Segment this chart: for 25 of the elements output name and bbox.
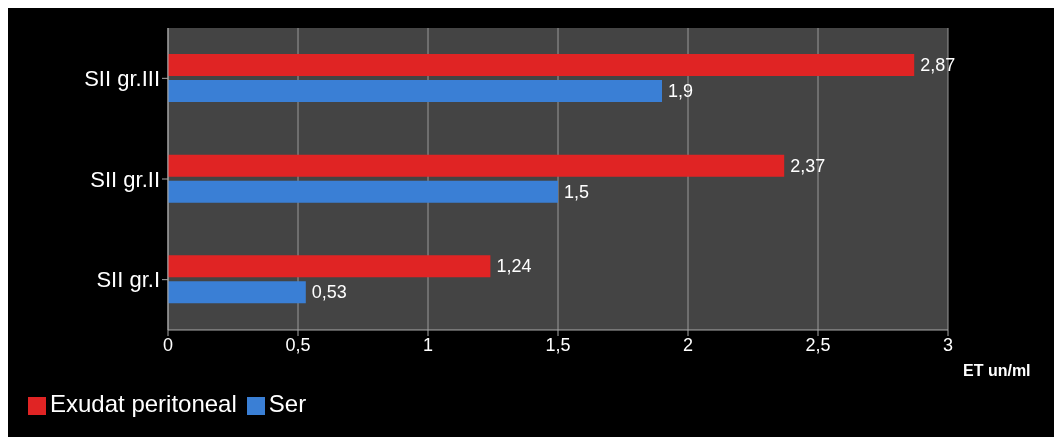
x-tick-label: 2,5 bbox=[805, 334, 831, 355]
data-label: 0,53 bbox=[311, 282, 347, 303]
bar bbox=[168, 154, 785, 177]
x-tick-label: 1,5 bbox=[545, 334, 571, 355]
x-tick-label: 3 bbox=[942, 334, 954, 355]
x-axis-title: ET un/ml bbox=[963, 361, 1031, 379]
x-tick-label: 0,5 bbox=[285, 334, 311, 355]
legend-label: Exudat peritoneal bbox=[50, 390, 237, 417]
bar bbox=[168, 281, 306, 304]
x-tick-label: 2 bbox=[682, 334, 694, 355]
data-label: 2,87 bbox=[920, 55, 956, 75]
x-tick-label: 0 bbox=[162, 334, 174, 355]
legend-label: Ser bbox=[268, 390, 307, 417]
y-tick-label: SII gr.I bbox=[96, 267, 160, 293]
data-label: 2,37 bbox=[790, 155, 826, 176]
bar bbox=[168, 180, 558, 203]
bar bbox=[168, 255, 491, 278]
data-label: 1,9 bbox=[668, 81, 694, 101]
data-label: 1,24 bbox=[496, 256, 532, 277]
y-tick-label: SII gr.III bbox=[84, 66, 160, 92]
data-label: 1,5 bbox=[564, 181, 590, 202]
bar bbox=[168, 80, 662, 102]
x-tick-label: 1 bbox=[422, 334, 434, 355]
bar bbox=[168, 54, 915, 76]
y-tick-label: SII gr.II bbox=[90, 166, 160, 192]
